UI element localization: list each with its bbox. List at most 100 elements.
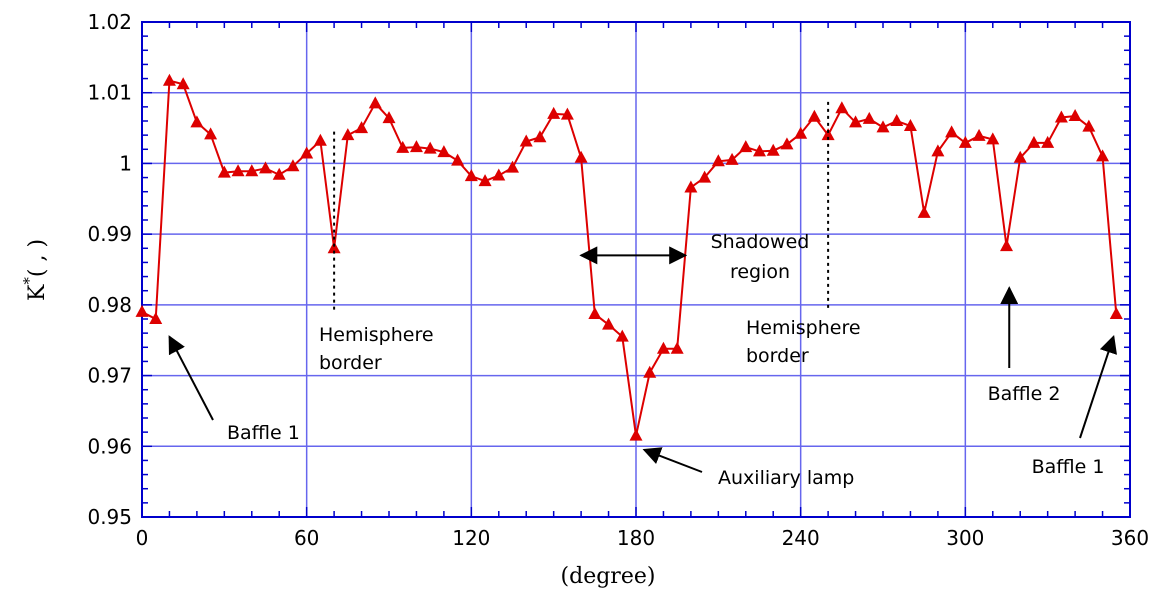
data-point [245,164,259,177]
data-point [327,241,341,254]
data-point [986,132,1000,145]
x-tick-label: 240 [782,526,820,550]
annotation-text: Baffle 2 [988,383,1061,405]
data-point [286,159,300,172]
annotation-text: Baffle 1 [227,422,300,444]
y-tick-label: 0.96 [87,434,132,458]
baffle-1-right-arrow [1079,334,1117,439]
data-point [807,109,821,122]
data-point [945,125,959,138]
data-point [547,106,561,119]
y-axis-label: K*( , ) [20,239,50,301]
data-point [835,101,849,114]
data-point [176,77,190,90]
data-point [753,144,766,157]
data-point [1096,149,1110,162]
x-tick-label: 300 [946,526,984,550]
data-point [492,168,506,181]
x-tick-labels: 0 60 120 180 240 300 360 [136,526,1149,550]
data-point [711,154,725,167]
y-tick-label: 0.98 [87,293,132,317]
data-point [506,160,519,173]
data-point [670,341,684,354]
series-line [141,79,1118,436]
x-tick-label: 180 [617,526,655,550]
data-point [903,118,917,131]
data-point [931,144,945,157]
data-point [519,134,533,147]
grid-lines [142,22,1130,517]
data-point [149,312,163,324]
data-point [135,304,149,317]
data-point [876,120,890,133]
x-axis-label: (degree) [561,564,656,589]
y-tick-label: 0.99 [87,222,132,246]
data-point [849,115,863,128]
baffle-1-left-arrow [168,335,214,421]
data-point [190,115,204,128]
data-point [656,341,670,354]
data-point [217,165,231,178]
data-point [725,152,739,165]
data-point [162,73,176,86]
y-tick-labels: 0.95 0.96 0.97 0.98 0.99 1 1.01 1.02 [87,10,132,529]
data-point [588,307,602,320]
data-point [602,317,616,330]
data-point [478,174,492,187]
data-point [615,329,629,342]
data-point [300,146,314,159]
annotation-text: Auxiliary lamp [718,467,854,489]
annotation-text: border [319,352,382,374]
y-tick-label: 1.02 [87,10,132,34]
data-point [259,161,272,174]
data-point [1054,110,1068,123]
svg-text:K*( , ): K*( , ) [20,239,50,301]
data-point [1041,135,1055,148]
data-point [698,170,712,183]
y-tick-label: 0.97 [87,364,132,388]
annotation-text: region [730,261,790,283]
data-point [629,428,643,441]
y-tick-label: 1 [119,151,132,175]
annotation-text: Hemisphere [746,317,861,339]
data-point [231,164,245,177]
data-point [917,205,931,218]
data-point [739,140,753,153]
annotation-text: Hemisphere [319,324,434,346]
annotation-text: Baffle 1 [1032,456,1105,478]
data-point [794,126,808,139]
data-point [204,127,218,140]
y-axis-label-sup: * [20,277,38,285]
axis-ticks [141,21,1131,518]
data-point [780,137,794,150]
data-point [1000,239,1013,252]
data-point [382,111,396,124]
annotations: Hemisphere border Hemisphere border Shadowed… [168,101,1117,489]
x-tick-label: 0 [136,526,149,550]
data-point [464,169,478,182]
x-tick-label: 360 [1111,526,1149,550]
auxiliary-lamp-arrow [642,447,703,473]
x-tick-label: 60 [294,526,319,550]
data-point [313,133,327,146]
data-point [766,143,780,156]
y-tick-label: 0.95 [87,505,132,529]
annotation-text: Shadowed [711,231,810,253]
data-point [1082,119,1096,132]
data-point [1027,135,1041,148]
data-series [135,73,1123,441]
annotation-text: border [746,345,809,367]
y-axis-label-rest: ( , ) [25,239,50,277]
data-point [1013,150,1027,163]
data-point [684,180,698,193]
data-point [958,135,972,148]
y-tick-label: 1.01 [87,81,132,105]
data-point [396,140,410,153]
data-point [451,153,465,166]
data-point [972,128,986,141]
data-point [533,130,547,143]
data-point [574,150,588,163]
data-point [409,140,423,153]
data-point [862,111,876,124]
